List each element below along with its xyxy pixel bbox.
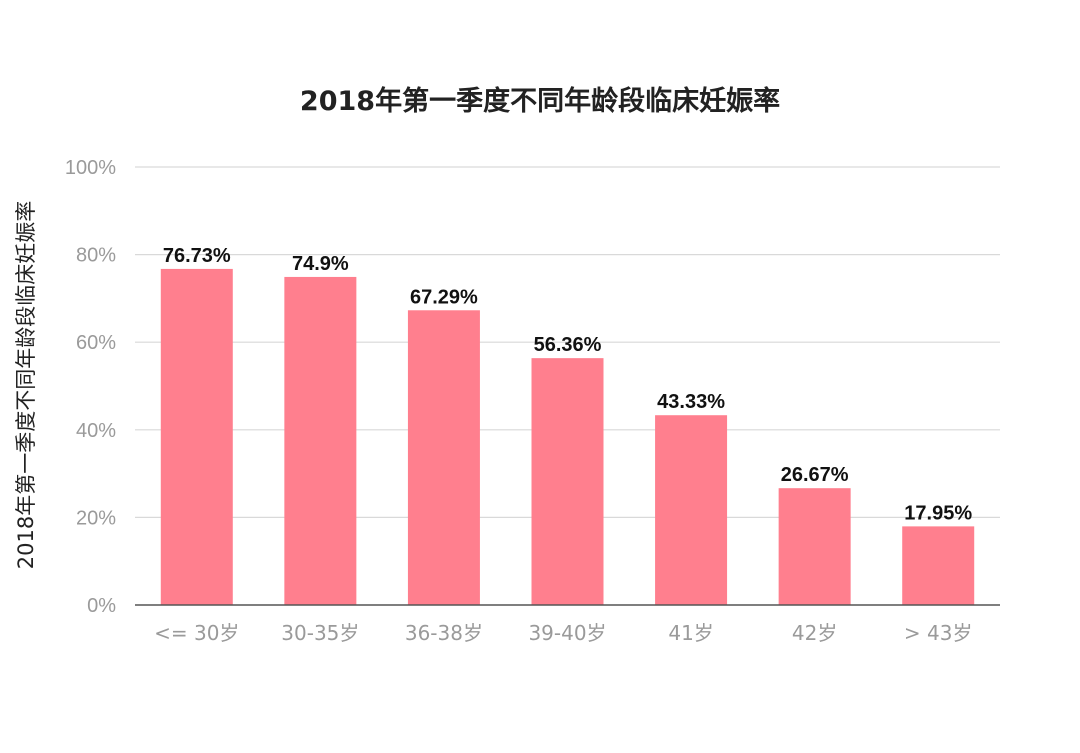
y-axis-ticks: 0% 20% 40% 60% 80% 100% [65,157,116,617]
x-tick-label: 41岁 [668,621,713,645]
bar [778,488,851,605]
y-tick-label: 80% [76,245,116,267]
y-tick-label: 100% [65,157,116,179]
x-tick-label: > 43岁 [904,621,973,645]
data-label: 74.9% [292,253,349,275]
x-axis-ticks: <= 30岁 30-35岁 36-38岁 39-40岁 41岁 42岁 > 43岁 [154,621,972,645]
y-tick-label: 20% [76,507,116,529]
data-label: 26.67% [781,464,849,486]
bar [902,526,975,605]
bar [531,358,604,605]
bar [284,276,357,605]
data-label: 17.95% [904,502,972,524]
data-label: 67.29% [410,286,478,308]
y-tick-label: 60% [76,332,116,354]
data-label: 76.73% [163,245,231,267]
data-label: 56.36% [534,334,602,356]
bar [407,310,480,605]
x-tick-label: <= 30岁 [154,621,239,645]
x-tick-label: 39-40岁 [528,621,606,645]
bar [655,415,728,605]
y-axis-label: 2018年第一季度不同年龄段临床妊娠率 [14,201,38,569]
grid-lines [135,166,1000,519]
chart-title: 2018年第一季度不同年龄段临床妊娠率 [300,85,780,117]
x-tick-label: 36-38岁 [405,621,483,645]
y-tick-label: 0% [87,595,116,617]
bars [160,268,975,605]
x-tick-label: 42岁 [792,621,837,645]
data-label: 43.33% [657,391,725,413]
data-labels: 76.73% 74.9% 67.29% 56.36% 43.33% 26.67% 17.95… [163,245,972,524]
bar [160,268,233,605]
y-tick-label: 40% [76,420,116,442]
x-tick-label: 30-35岁 [281,621,359,645]
